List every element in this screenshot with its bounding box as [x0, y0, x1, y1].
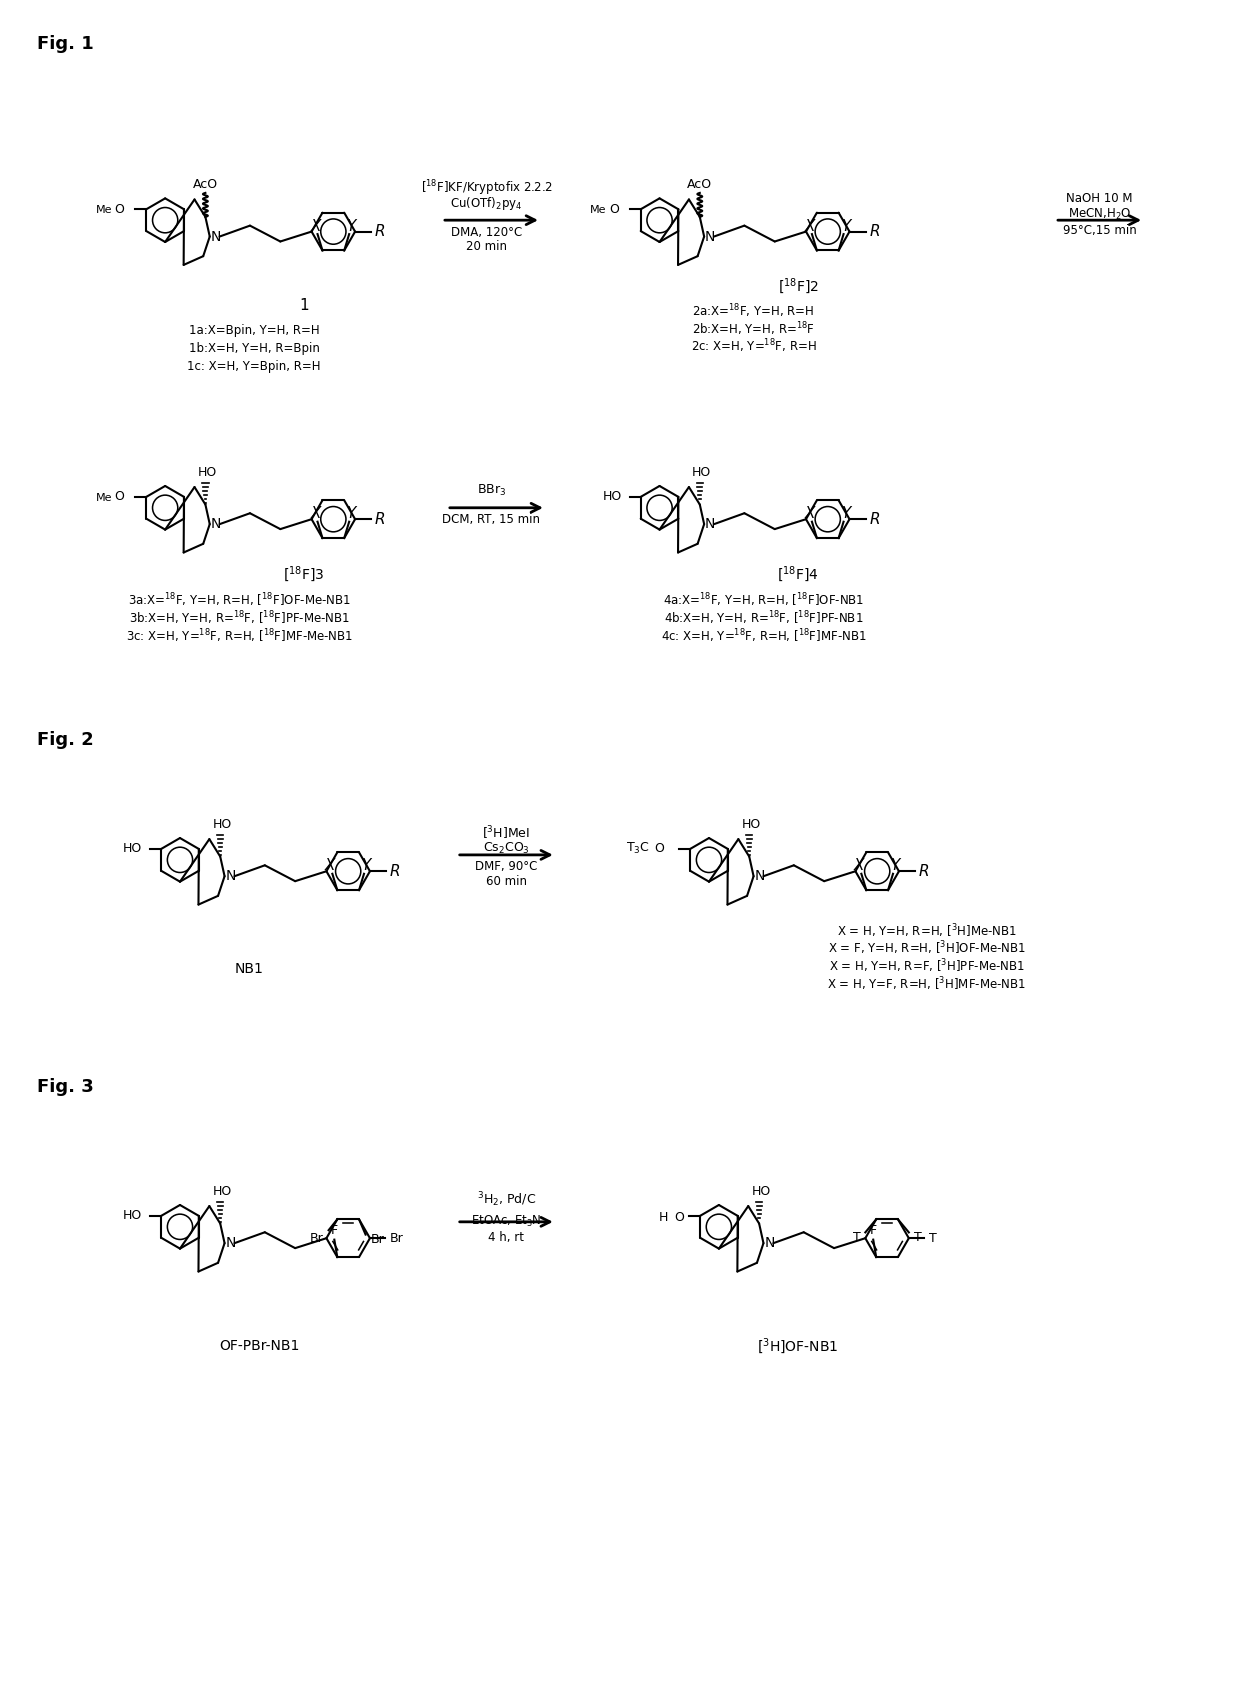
Text: Y: Y	[841, 507, 851, 522]
Text: [$^{18}$F]2: [$^{18}$F]2	[777, 276, 818, 296]
Text: X: X	[310, 507, 321, 522]
Text: HO: HO	[212, 1186, 232, 1197]
Text: HO: HO	[692, 466, 712, 478]
Text: X: X	[805, 507, 815, 522]
Text: HO: HO	[123, 1209, 143, 1223]
Text: DMF, 90°C: DMF, 90°C	[475, 861, 537, 874]
Text: Y: Y	[841, 219, 851, 234]
Text: 2b:X=H, Y=H, R=$^{18}$F: 2b:X=H, Y=H, R=$^{18}$F	[692, 320, 815, 337]
Text: N: N	[704, 229, 715, 244]
Text: Me: Me	[95, 205, 112, 216]
Text: 1c: X=H, Y=Bpin, R=H: 1c: X=H, Y=Bpin, R=H	[187, 360, 321, 372]
Text: BBr$_3$: BBr$_3$	[477, 483, 506, 498]
Text: O: O	[114, 490, 124, 504]
Text: 2a:X=$^{18}$F, Y=H, R=H: 2a:X=$^{18}$F, Y=H, R=H	[692, 301, 815, 320]
Text: X: X	[854, 859, 864, 874]
Text: 3b:X=H, Y=H, R=$^{18}$F, [$^{18}$F]PF-Me-NB1: 3b:X=H, Y=H, R=$^{18}$F, [$^{18}$F]PF-Me…	[129, 610, 350, 626]
Text: X: X	[805, 219, 815, 234]
Text: Br: Br	[371, 1233, 384, 1246]
Text: OF-PBr-NB1: OF-PBr-NB1	[219, 1339, 299, 1352]
Text: N: N	[764, 1236, 775, 1250]
Text: X: X	[325, 859, 336, 874]
Text: HO: HO	[603, 490, 621, 504]
Text: N: N	[704, 517, 715, 530]
Text: R: R	[374, 512, 386, 527]
Text: R: R	[374, 224, 386, 239]
Text: T: T	[914, 1231, 921, 1244]
Text: HO: HO	[197, 466, 217, 478]
Text: 4 h, rt: 4 h, rt	[489, 1231, 525, 1244]
Text: H: H	[658, 1211, 668, 1224]
Text: Y: Y	[346, 507, 356, 522]
Text: 20 min: 20 min	[466, 241, 507, 254]
Text: R: R	[869, 224, 880, 239]
Text: Me: Me	[95, 493, 112, 504]
Text: N: N	[754, 869, 765, 882]
Text: O: O	[655, 842, 665, 855]
Text: X = F, Y=H, R=H, [$^{3}$H]OF-Me-NB1: X = F, Y=H, R=H, [$^{3}$H]OF-Me-NB1	[827, 940, 1025, 958]
Text: T$_3$C: T$_3$C	[626, 842, 650, 857]
Text: N: N	[226, 1236, 236, 1250]
Text: Y: Y	[346, 219, 356, 234]
Text: NB1: NB1	[234, 962, 264, 977]
Text: Br: Br	[310, 1231, 324, 1244]
Text: Y: Y	[361, 859, 371, 874]
Text: [$^{3}$H]OF-NB1: [$^{3}$H]OF-NB1	[758, 1335, 838, 1356]
Text: R: R	[919, 864, 930, 879]
Text: R: R	[389, 864, 401, 879]
Text: 4c: X=H, Y=$^{18}$F, R=H, [$^{18}$F]MF-NB1: 4c: X=H, Y=$^{18}$F, R=H, [$^{18}$F]MF-N…	[661, 628, 867, 645]
Text: 4a:X=$^{18}$F, Y=H, R=H, [$^{18}$F]OF-NB1: 4a:X=$^{18}$F, Y=H, R=H, [$^{18}$F]OF-NB…	[662, 591, 864, 610]
Text: [$^{18}$F]4: [$^{18}$F]4	[777, 564, 818, 584]
Text: 60 min: 60 min	[486, 876, 527, 887]
Text: N: N	[211, 229, 221, 244]
Text: DMA, 120°C: DMA, 120°C	[451, 226, 522, 239]
Text: 1b:X=H, Y=H, R=Bpin: 1b:X=H, Y=H, R=Bpin	[188, 342, 320, 355]
Text: EtOAc, Et$_3$N: EtOAc, Et$_3$N	[471, 1214, 542, 1229]
Text: 1: 1	[299, 298, 309, 313]
Text: N: N	[211, 517, 221, 530]
Text: NaOH 10 M: NaOH 10 M	[1066, 192, 1133, 205]
Text: HO: HO	[123, 842, 143, 855]
Text: F: F	[869, 1224, 877, 1238]
Text: 3a:X=$^{18}$F, Y=H, R=H, [$^{18}$F]OF-Me-NB1: 3a:X=$^{18}$F, Y=H, R=H, [$^{18}$F]OF-Me…	[128, 591, 351, 610]
Text: O: O	[609, 202, 619, 216]
Text: X: X	[310, 219, 321, 234]
Text: HO: HO	[742, 818, 761, 832]
Text: AcO: AcO	[193, 179, 218, 192]
Text: 3c: X=H, Y=$^{18}$F, R=H, [$^{18}$F]MF-Me-NB1: 3c: X=H, Y=$^{18}$F, R=H, [$^{18}$F]MF-M…	[125, 628, 353, 645]
Text: T: T	[853, 1231, 861, 1244]
Text: $^3$H$_2$, Pd/C: $^3$H$_2$, Pd/C	[476, 1191, 536, 1209]
Text: HO: HO	[751, 1186, 771, 1197]
Text: O: O	[675, 1211, 684, 1224]
Text: Fig. 2: Fig. 2	[37, 731, 93, 749]
Text: 4b:X=H, Y=H, R=$^{18}$F, [$^{18}$F]PF-NB1: 4b:X=H, Y=H, R=$^{18}$F, [$^{18}$F]PF-NB…	[663, 610, 863, 626]
Text: F: F	[331, 1224, 337, 1238]
Text: [$^{18}$F]KF/Kryptofix 2.2.2: [$^{18}$F]KF/Kryptofix 2.2.2	[420, 179, 552, 199]
Text: X = H, Y=H, R=F, [$^{3}$H]PF-Me-NB1: X = H, Y=H, R=F, [$^{3}$H]PF-Me-NB1	[828, 958, 1024, 975]
Text: R: R	[869, 512, 880, 527]
Text: Cu(OTf)$_2$py$_4$: Cu(OTf)$_2$py$_4$	[450, 195, 523, 212]
Text: MeCN,H$_2$O: MeCN,H$_2$O	[1068, 207, 1131, 222]
Text: Fig. 1: Fig. 1	[37, 35, 93, 52]
Text: T: T	[929, 1231, 937, 1244]
Text: Y: Y	[890, 859, 900, 874]
Text: 2c: X=H, Y=$^{18}$F, R=H: 2c: X=H, Y=$^{18}$F, R=H	[691, 338, 816, 355]
Text: HO: HO	[212, 818, 232, 832]
Text: Fig. 3: Fig. 3	[37, 1078, 93, 1096]
Text: Br: Br	[391, 1231, 404, 1244]
Text: AcO: AcO	[687, 179, 712, 192]
Text: N: N	[226, 869, 236, 882]
Text: Cs$_2$CO$_3$: Cs$_2$CO$_3$	[482, 842, 529, 857]
Text: 95°C,15 min: 95°C,15 min	[1063, 224, 1136, 236]
Text: DCM, RT, 15 min: DCM, RT, 15 min	[443, 514, 541, 525]
Text: X = H, Y=H, R=H, [$^{3}$H]Me-NB1: X = H, Y=H, R=H, [$^{3}$H]Me-NB1	[837, 921, 1017, 940]
Text: O: O	[114, 202, 124, 216]
Text: [$^{18}$F]3: [$^{18}$F]3	[283, 564, 325, 584]
Text: Me: Me	[590, 205, 606, 216]
Text: [$^{3}$H]MeI: [$^{3}$H]MeI	[482, 823, 531, 842]
Text: X = H, Y=F, R=H, [$^{3}$H]MF-Me-NB1: X = H, Y=F, R=H, [$^{3}$H]MF-Me-NB1	[827, 975, 1025, 994]
Text: 1a:X=Bpin, Y=H, R=H: 1a:X=Bpin, Y=H, R=H	[188, 325, 320, 337]
